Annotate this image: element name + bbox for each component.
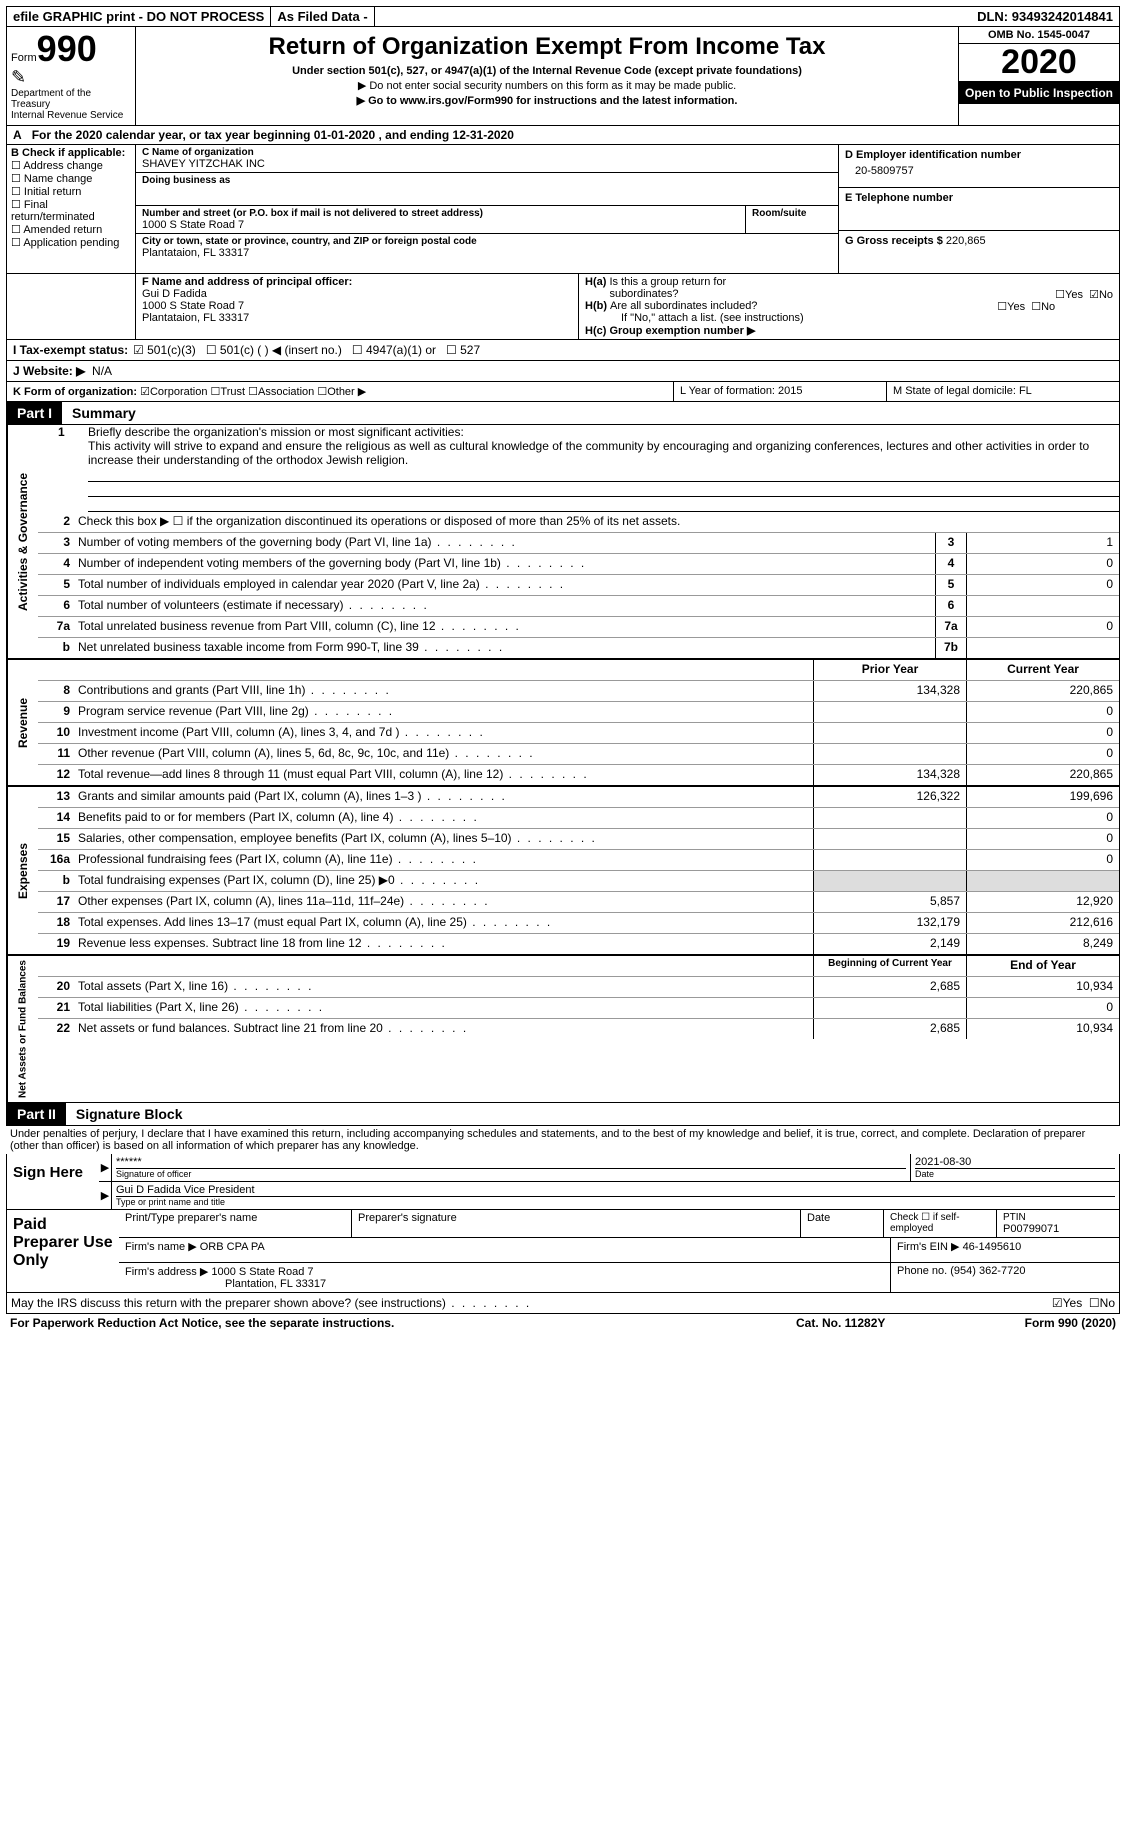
row-j-website: J Website: ▶ N/A xyxy=(6,361,1120,382)
form-title: Return of Organization Exempt From Incom… xyxy=(144,33,950,61)
bcd-grid: B Check if applicable: Address change Na… xyxy=(6,145,1120,274)
chk-amended[interactable]: Amended return xyxy=(11,223,131,236)
paid-preparer-block: Paid Preparer Use Only Print/Type prepar… xyxy=(6,1210,1120,1293)
org-street: 1000 S State Road 7 xyxy=(142,219,739,231)
chk-initial-return[interactable]: Initial return xyxy=(11,185,131,198)
header-left: Form990 ✎ Department of the Treasury Int… xyxy=(7,27,136,125)
gross-receipts: 220,865 xyxy=(946,235,986,247)
col-f-officer: F Name and address of principal officer:… xyxy=(136,274,579,339)
part-i-bar: Part I Summary xyxy=(6,402,1120,425)
chk-name-change[interactable]: Name change xyxy=(11,172,131,185)
vlabel-net: Net Assets or Fund Balances xyxy=(7,956,38,1102)
footer-bottom: For Paperwork Reduction Act Notice, see … xyxy=(6,1314,1120,1332)
efile-notice: efile GRAPHIC print - DO NOT PROCESS xyxy=(7,7,271,26)
chk-final-return[interactable]: Final return/terminated xyxy=(11,198,131,223)
vlabel-governance: Activities & Governance xyxy=(7,425,38,658)
header-right: OMB No. 1545-0047 2020 Open to Public In… xyxy=(958,27,1119,125)
row-a-tax-year: A For the 2020 calendar year, or tax yea… xyxy=(6,126,1120,145)
col-b-checkboxes: B Check if applicable: Address change Na… xyxy=(7,145,136,273)
ein: 20-5809757 xyxy=(845,161,1113,177)
chk-application-pending[interactable]: Application pending xyxy=(11,236,131,249)
footer-discuss: May the IRS discuss this return with the… xyxy=(6,1293,1120,1314)
form-header: Form990 ✎ Department of the Treasury Int… xyxy=(6,27,1120,126)
col-d: D Employer identification number 20-5809… xyxy=(838,145,1119,273)
summary-table: Activities & Governance 1 Briefly descri… xyxy=(6,425,1120,1103)
chk-address-change[interactable]: Address change xyxy=(11,159,131,172)
row-fh: F Name and address of principal officer:… xyxy=(6,274,1120,340)
vlabel-revenue: Revenue xyxy=(7,660,38,785)
vlabel-expenses: Expenses xyxy=(7,787,38,954)
org-name: SHAVEY YITZCHAK INC xyxy=(142,158,832,170)
part-ii-bar: Part II Signature Block xyxy=(6,1103,1120,1126)
row-klm: K Form of organization: ☑Corporation ☐Tr… xyxy=(6,382,1120,402)
mission-text: This activity will strive to expand and … xyxy=(88,439,1089,467)
col-h-group: H(a) Is this a group return for subordin… xyxy=(579,274,1119,339)
dln: DLN: 93493242014841 xyxy=(971,7,1119,26)
sign-here-block: Sign Here ▶ ****** Signature of officer … xyxy=(6,1154,1120,1210)
asfiled-label: As Filed Data - xyxy=(271,7,374,26)
topbar: efile GRAPHIC print - DO NOT PROCESS As … xyxy=(6,6,1120,27)
row-i-tax-status: I Tax-exempt status: ☑ 501(c)(3) ☐ 501(c… xyxy=(6,340,1120,361)
header-title-block: Return of Organization Exempt From Incom… xyxy=(136,27,958,125)
col-c-org-info: C Name of organization SHAVEY YITZCHAK I… xyxy=(136,145,838,273)
signature-declaration: Under penalties of perjury, I declare th… xyxy=(6,1126,1120,1154)
org-city: Plantataion, FL 33317 xyxy=(142,247,832,259)
